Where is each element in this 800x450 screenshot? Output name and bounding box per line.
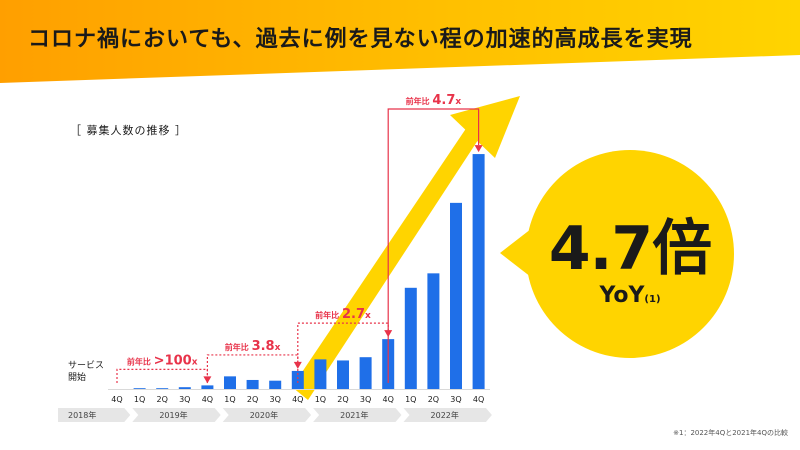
growth-annotation: 前年比 2.7x (315, 307, 371, 322)
quarter-label: 3Q (179, 395, 190, 404)
bar-17 (472, 154, 485, 389)
year-label: 2019年 (159, 410, 187, 420)
bar-4 (178, 387, 191, 389)
quarter-label: 1Q (134, 395, 145, 404)
growth-annotation: 前年比 >100x (127, 353, 198, 368)
growth-annotation-value: 3.8 (252, 339, 275, 354)
service-start-label: サービス開始 (68, 360, 104, 383)
quarter-label: 4Q (292, 395, 303, 404)
bar-9 (291, 370, 304, 389)
service-start-line: 開始 (68, 371, 86, 383)
year-label: 2020年 (250, 410, 278, 420)
growth-bracket-arrowhead (203, 376, 212, 384)
yoy-label: YoY(1) (526, 283, 734, 308)
bar-12 (359, 357, 372, 389)
yoy-callout-circle (526, 150, 734, 358)
year-segment (403, 408, 492, 422)
quarter-label: 2Q (157, 395, 168, 404)
chart-title: ［ 募集人数の推移 ］ (70, 123, 187, 137)
growth-annotation-prefix: 前年比 (225, 342, 252, 352)
bar-15 (427, 273, 440, 389)
bar-5 (201, 385, 214, 389)
bar-2 (133, 388, 146, 389)
yoy-note-ref: (1) (644, 294, 661, 305)
growth-bracket-arrowhead (474, 145, 483, 153)
growth-annotation-prefix: 前年比 (127, 356, 154, 366)
year-segment (132, 408, 221, 422)
year-label: 2021年 (340, 410, 368, 420)
quarter-label: 4Q (383, 395, 394, 404)
bar-10 (314, 359, 327, 389)
bar-16 (450, 202, 462, 389)
growth-annotation-prefix: 前年比 (406, 96, 433, 106)
growth-annotation-suffix: x (275, 343, 281, 353)
quarter-label: 4Q (473, 395, 484, 404)
growth-bracket (387, 108, 480, 383)
bar-14 (404, 287, 417, 389)
bar-6 (224, 376, 236, 389)
quarter-label: 2Q (247, 395, 258, 404)
quarter-label: 3Q (450, 395, 461, 404)
quarter-label: 1Q (224, 395, 235, 404)
growth-annotation-suffix: x (365, 311, 371, 321)
quarter-label: 4Q (111, 395, 122, 404)
quarter-label: 4Q (202, 395, 213, 404)
year-segment (313, 408, 402, 422)
growth-annotation-value: 4.7 (432, 93, 455, 108)
yoy-value: 4.7倍 (548, 214, 712, 284)
year-segment (222, 408, 312, 422)
growth-annotation: 前年比 3.8x (225, 339, 281, 354)
growth-annotation-value: 2.7 (342, 307, 365, 322)
quarter-label: 3Q (270, 395, 281, 404)
quarter-label: 3Q (360, 395, 371, 404)
bar-3 (156, 388, 169, 389)
growth-annotation-prefix: 前年比 (315, 310, 342, 320)
year-label: 2022年 (431, 410, 459, 420)
quarter-label: 1Q (405, 395, 416, 404)
growth-annotation-value: >100 (154, 353, 192, 368)
year-segment (58, 408, 131, 422)
growth-annotation: 前年比 4.7x (406, 93, 462, 108)
quarter-label: 1Q (315, 395, 326, 404)
header-banner (0, 0, 800, 83)
quarter-label: 2Q (428, 395, 439, 404)
bar-11 (337, 360, 349, 389)
bar-8 (269, 380, 282, 389)
yoy-label-text: YoY (599, 283, 645, 308)
growth-arrow-shaft (292, 127, 480, 400)
footnote: ※1：2022年4Qと2021年4Qの比較 (673, 429, 788, 437)
service-start-line: サービス (68, 360, 104, 371)
growth-annotation-suffix: x (455, 97, 461, 107)
growth-annotation-suffix: x (192, 357, 198, 367)
quarter-label: 2Q (337, 395, 348, 404)
growth-arrow-head (450, 96, 520, 158)
bar-7 (246, 379, 259, 389)
headline: コロナ禍においても、過去に例を見ない程の加速的高成長を実現 (28, 27, 693, 52)
year-label: 2018年 (68, 410, 96, 420)
